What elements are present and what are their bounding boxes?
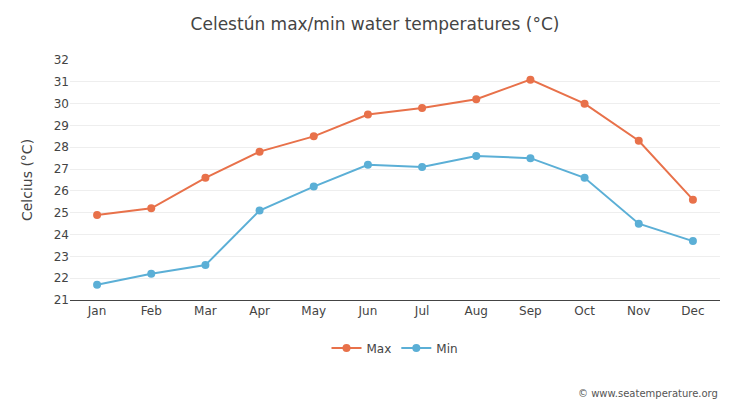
svg-text:Apr: Apr <box>249 304 270 318</box>
svg-text:26: 26 <box>54 184 69 198</box>
svg-text:Celestún max/min water tempera: Celestún max/min water temperatures (°C) <box>191 14 560 34</box>
svg-text:Jan: Jan <box>87 304 107 318</box>
svg-text:28: 28 <box>54 140 69 154</box>
svg-text:Nov: Nov <box>627 304 650 318</box>
svg-text:24: 24 <box>54 228 69 242</box>
svg-text:Aug: Aug <box>465 304 488 318</box>
svg-text:32: 32 <box>54 53 69 67</box>
svg-text:27: 27 <box>54 162 69 176</box>
svg-text:22: 22 <box>54 271 69 285</box>
svg-text:Dec: Dec <box>681 304 704 318</box>
svg-text:Max: Max <box>367 342 392 356</box>
svg-text:Celcius (°C): Celcius (°C) <box>19 139 35 221</box>
svg-text:25: 25 <box>54 206 69 220</box>
svg-text:Sep: Sep <box>519 304 542 318</box>
svg-text:Oct: Oct <box>574 304 595 318</box>
svg-text:May: May <box>301 304 326 318</box>
svg-text:30: 30 <box>54 97 69 111</box>
svg-text:31: 31 <box>54 75 69 89</box>
svg-text:Feb: Feb <box>141 304 162 318</box>
svg-text:29: 29 <box>54 119 69 133</box>
svg-text:Mar: Mar <box>194 304 217 318</box>
svg-text:21: 21 <box>54 293 69 307</box>
svg-text:Jun: Jun <box>358 304 378 318</box>
svg-text:Min: Min <box>436 342 457 356</box>
svg-text:Jul: Jul <box>414 304 429 318</box>
svg-text:© www.seatemperature.org: © www.seatemperature.org <box>578 388 718 399</box>
svg-text:23: 23 <box>54 250 69 264</box>
